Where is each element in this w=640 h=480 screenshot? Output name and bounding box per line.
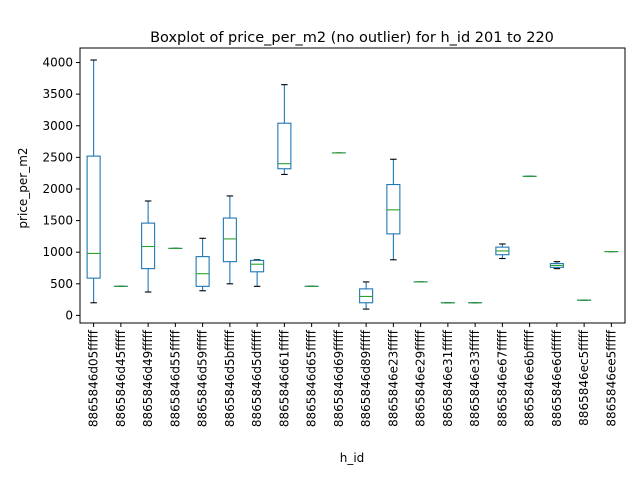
x-axis-label: h_id (340, 451, 365, 465)
box (141, 222, 156, 270)
x-tick-label: 8865846d65fffff (305, 329, 319, 427)
y-tick-label: 3000 (42, 119, 73, 133)
box (277, 122, 292, 170)
y-tick-label: 2500 (42, 150, 73, 164)
y-tick-label: 500 (50, 277, 73, 291)
x-tick-label: 8865846d5bfffff (223, 329, 237, 427)
x-tick-label: 8865846ec5fffff (577, 329, 591, 426)
chart-title: Boxplot of price_per_m2 (no outlier) for… (150, 30, 554, 46)
axes-frame (79, 47, 626, 324)
box (386, 184, 401, 235)
x-tick-label: 8865846d59fffff (196, 329, 210, 427)
x-tick-label: 8865846d55fffff (168, 329, 182, 427)
box (195, 256, 210, 287)
box (86, 155, 101, 279)
box (359, 288, 374, 304)
x-tick-label: 8865846d69fffff (332, 329, 346, 427)
plot-area: 0 500 1000 1500 2000 2500 3000 3500 4000 8865846d… (42, 47, 626, 427)
y-tick-label: 2000 (42, 182, 73, 196)
y-tick-label: 3500 (42, 87, 73, 101)
x-tick-label: 8865846d89fffff (359, 329, 373, 427)
x-tick-label: 8865846e31fffff (441, 329, 455, 427)
x-tick-label: 8865846d5dfffff (250, 329, 264, 427)
x-tick-label: 8865846e33fffff (468, 329, 482, 427)
x-tick-label: 8865846e23fffff (386, 329, 400, 427)
x-tick-label: 8865846d49fffff (141, 329, 155, 427)
x-tick-label: 8865846d05fffff (87, 329, 101, 427)
y-tick-label: 1500 (42, 214, 73, 228)
box (250, 259, 265, 273)
y-tick-label: 1000 (42, 245, 73, 259)
box (222, 217, 237, 263)
x-tick-label: 8865846e29fffff (414, 329, 428, 427)
y-tick-label: 0 (65, 308, 73, 322)
x-tick-label: 8865846e6dfffff (550, 329, 564, 427)
x-tick-label: 8865846d61fffff (277, 329, 291, 427)
x-tick-label: 8865846e6bfffff (523, 329, 537, 427)
y-axis-label: price_per_m2 (16, 147, 30, 228)
x-tick-label: 8865846ee5fffff (604, 329, 618, 426)
x-tick-label: 8865846e67fffff (495, 329, 509, 427)
x-tick-label: 8865846d45fffff (114, 329, 128, 427)
y-tick-label: 4000 (42, 56, 73, 70)
